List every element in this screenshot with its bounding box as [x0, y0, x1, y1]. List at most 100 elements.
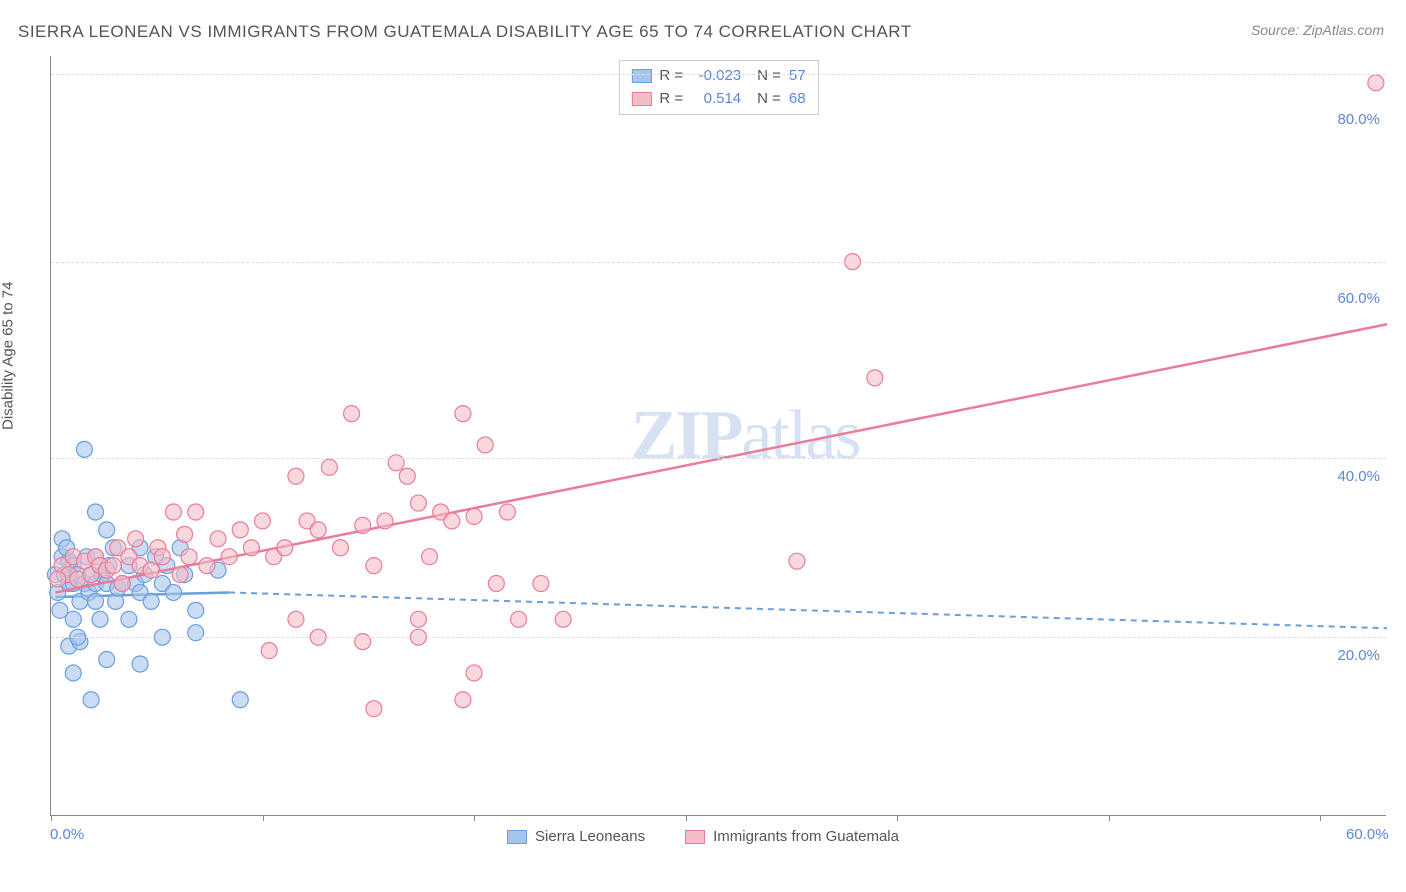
data-point — [188, 625, 204, 641]
data-point — [188, 504, 204, 520]
data-point — [1368, 75, 1384, 91]
legend-stat-row: R =0.514N =68 — [631, 88, 805, 111]
data-point — [76, 441, 92, 457]
data-point — [488, 576, 504, 592]
data-point — [422, 549, 438, 565]
data-point — [92, 611, 108, 627]
data-point — [277, 540, 293, 556]
data-point — [511, 611, 527, 627]
data-point — [188, 602, 204, 618]
legend-series-name: Immigrants from Guatemala — [713, 828, 899, 845]
x-tick-mark — [686, 815, 687, 821]
data-point — [789, 553, 805, 569]
data-point — [366, 701, 382, 717]
data-point — [499, 504, 515, 520]
y-tick-label: 20.0% — [1337, 647, 1380, 664]
legend-n-label: N = — [757, 65, 781, 88]
data-point — [199, 558, 215, 574]
data-point — [399, 468, 415, 484]
data-point — [177, 526, 193, 542]
legend-n-value: 68 — [789, 88, 806, 111]
data-point — [143, 593, 159, 609]
legend-r-label: R = — [659, 65, 683, 88]
x-tick-mark — [1320, 815, 1321, 821]
data-point — [114, 576, 130, 592]
data-point — [50, 571, 66, 587]
legend-r-label: R = — [659, 88, 683, 111]
y-tick-label: 40.0% — [1337, 468, 1380, 485]
data-point — [261, 643, 277, 659]
gridline — [51, 74, 1386, 75]
data-point — [165, 504, 181, 520]
data-point — [321, 459, 337, 475]
data-point — [99, 652, 115, 668]
legend-swatch — [685, 830, 705, 844]
data-point — [288, 611, 304, 627]
chart-title: SIERRA LEONEAN VS IMMIGRANTS FROM GUATEM… — [18, 22, 912, 42]
data-point — [83, 692, 99, 708]
x-tick-mark — [1109, 815, 1110, 821]
data-point — [172, 567, 188, 583]
data-point — [455, 406, 471, 422]
legend-swatch — [631, 69, 651, 83]
chart-plot-area: ZIPatlas R =-0.023N =57R =0.514N =68 20.… — [50, 56, 1386, 816]
data-point — [288, 468, 304, 484]
legend-series-item: Sierra Leoneans — [507, 828, 645, 845]
data-point — [210, 531, 226, 547]
legend-stats: R = -0.023 N = 57R =0.514N =68 — [618, 60, 818, 115]
data-point — [65, 665, 81, 681]
legend-series-item: Immigrants from Guatemala — [685, 828, 899, 845]
data-point — [466, 665, 482, 681]
data-point — [444, 513, 460, 529]
data-point — [867, 370, 883, 386]
data-point — [355, 517, 371, 533]
x-tick-label: 0.0% — [50, 826, 84, 843]
data-point — [121, 611, 137, 627]
scatter-svg — [51, 56, 1386, 815]
legend-r-value: -0.023 — [691, 65, 741, 88]
data-point — [65, 611, 81, 627]
data-point — [533, 576, 549, 592]
data-point — [410, 495, 426, 511]
legend-swatch — [631, 92, 651, 106]
data-point — [466, 508, 482, 524]
gridline — [51, 458, 1386, 459]
data-point — [154, 549, 170, 565]
data-point — [143, 562, 159, 578]
y-tick-label: 60.0% — [1337, 290, 1380, 307]
legend-swatch — [507, 830, 527, 844]
data-point — [128, 531, 144, 547]
data-point — [377, 513, 393, 529]
data-point — [477, 437, 493, 453]
gridline — [51, 637, 1386, 638]
data-point — [232, 692, 248, 708]
data-point — [232, 522, 248, 538]
x-tick-mark — [897, 815, 898, 821]
data-point — [88, 593, 104, 609]
gridline — [51, 262, 1386, 263]
source-label: Source: ZipAtlas.com — [1251, 22, 1384, 38]
x-tick-label: 60.0% — [1346, 826, 1389, 843]
data-point — [105, 558, 121, 574]
x-tick-mark — [51, 815, 52, 821]
data-point — [255, 513, 271, 529]
data-point — [310, 522, 326, 538]
legend-series: Sierra Leoneans Immigrants from Guatemala — [507, 828, 899, 845]
x-tick-mark — [474, 815, 475, 821]
data-point — [344, 406, 360, 422]
legend-series-name: Sierra Leoneans — [535, 828, 645, 845]
data-point — [221, 549, 237, 565]
data-point — [366, 558, 382, 574]
data-point — [243, 540, 259, 556]
data-point — [355, 634, 371, 650]
legend-n-value: 57 — [789, 65, 806, 88]
y-axis-title: Disability Age 65 to 74 — [0, 282, 17, 430]
data-point — [88, 504, 104, 520]
data-point — [99, 522, 115, 538]
data-point — [555, 611, 571, 627]
data-point — [388, 455, 404, 471]
data-point — [455, 692, 471, 708]
legend-stat-row: R = -0.023 N = 57 — [631, 65, 805, 88]
data-point — [165, 584, 181, 600]
data-point — [332, 540, 348, 556]
